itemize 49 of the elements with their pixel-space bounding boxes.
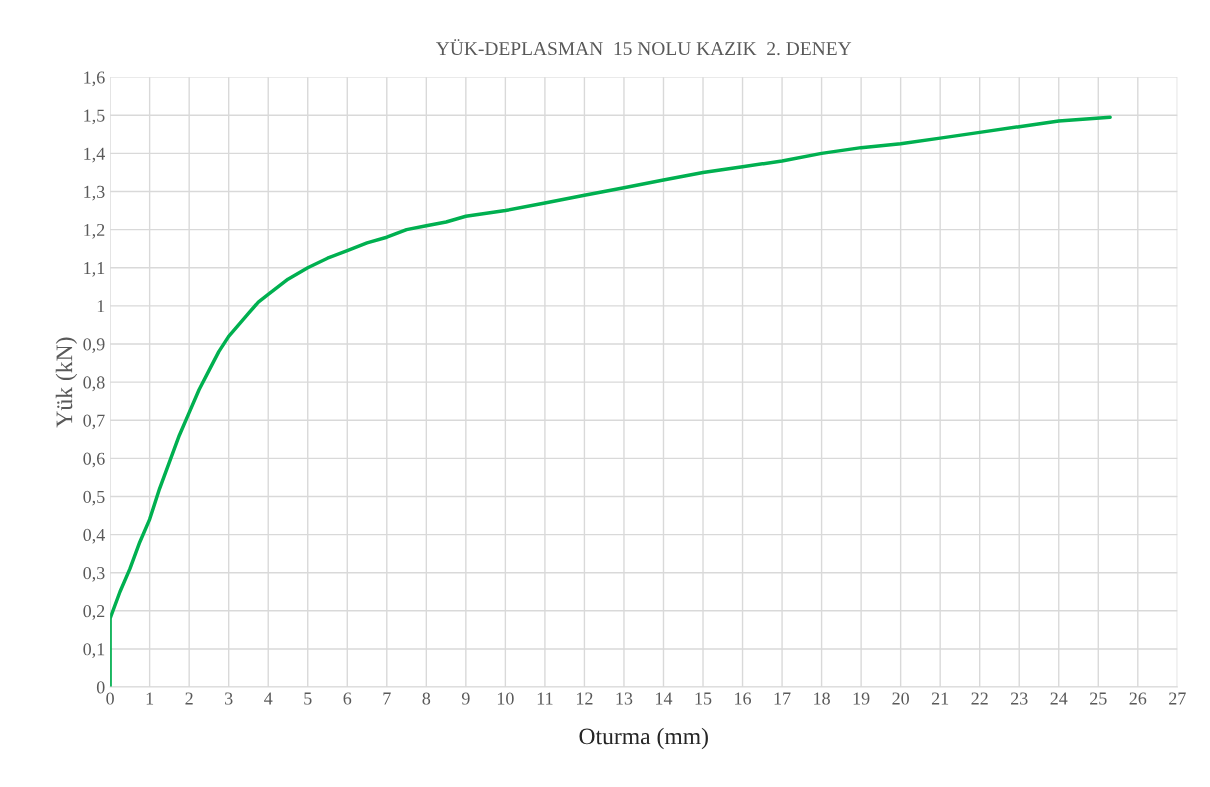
x-tick-label: 10 [497, 692, 514, 705]
x-tick-label: 13 [616, 692, 633, 705]
y-tick-label: 0,2 [83, 605, 105, 620]
y-tick-label: 0,4 [83, 528, 105, 544]
x-tick-label: 2 [185, 692, 193, 705]
x-tick-label: 26 [1129, 692, 1147, 705]
x-tick-label: 15 [695, 692, 712, 705]
y-tick-label: 1 [97, 300, 105, 313]
x-tick-label: 27 [1169, 692, 1186, 705]
chart-title: YÜK-DEPLASMAN 15 NOLU KAZIK 2. DENEY [436, 39, 852, 56]
y-tick-label: 0,6 [83, 452, 105, 468]
x-tick-label: 25 [1090, 692, 1107, 705]
x-tick-label: 16 [735, 692, 752, 705]
y-tick-label: 0,5 [83, 490, 105, 506]
x-axis-title: Oturma (mm) [579, 727, 708, 750]
y-tick-label: 1,5 [84, 109, 105, 125]
x-tick-label: 23 [1010, 692, 1028, 705]
x-tick-label: 7 [383, 692, 391, 705]
x-tick-label: 0 [106, 692, 114, 705]
x-tick-label: 6 [343, 692, 352, 705]
x-tick-label: 5 [304, 692, 312, 705]
y-tick-label: 1,3 [84, 185, 105, 201]
x-tick-label: 19 [853, 692, 870, 705]
x-tick-label: 24 [1050, 692, 1068, 705]
y-axis-title: Yük (kN) [55, 337, 78, 428]
x-tick-label: 8 [422, 692, 431, 705]
x-tick-label: 1 [146, 692, 154, 705]
x-tick-label: 4 [264, 692, 273, 705]
x-tick-label: 22 [971, 692, 988, 705]
y-tick-label: 1,2 [84, 223, 105, 239]
x-tick-label: 11 [537, 692, 553, 705]
line-series [110, 115, 1112, 688]
y-tick-label: 1,6 [84, 71, 105, 87]
y-tick-label: 0,1 [83, 643, 105, 658]
x-tick-label: 14 [656, 692, 673, 705]
y-tick-label: 0,3 [83, 566, 105, 582]
x-tick-label: 3 [225, 692, 233, 705]
x-tick-label: 17 [774, 692, 791, 705]
x-tick-label: 21 [931, 692, 949, 705]
y-tick-label: 0 [96, 681, 105, 694]
x-tick-label: 9 [461, 692, 470, 705]
x-tick-label: 20 [892, 692, 909, 705]
x-tick-label: 18 [814, 692, 830, 705]
y-tick-label: 1,1 [84, 262, 105, 277]
y-tick-label: 1,4 [84, 147, 105, 163]
y-tick-label: 0,9 [83, 338, 105, 354]
y-tick-label: 0,7 [83, 414, 105, 430]
y-tick-label: 0,8 [83, 376, 105, 392]
x-tick-label: 12 [576, 692, 593, 705]
